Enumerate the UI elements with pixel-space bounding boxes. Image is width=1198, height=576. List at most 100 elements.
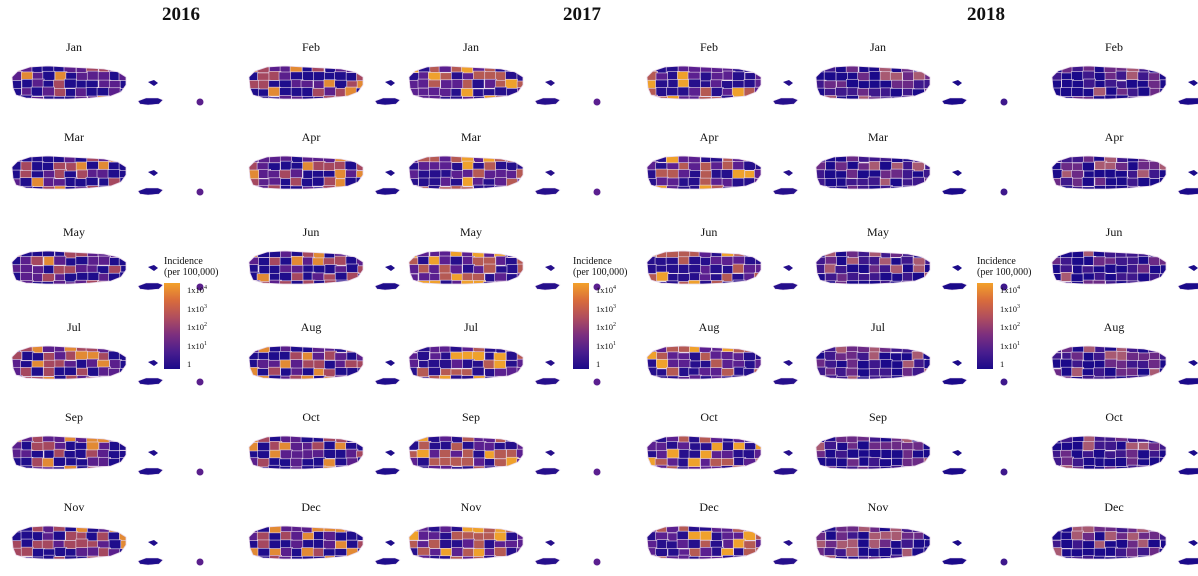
island-outline: [408, 65, 524, 100]
municipality-region: [356, 251, 363, 259]
choropleth-map: [815, 345, 1008, 386]
municipality-region: [12, 256, 22, 266]
municipality-region: [505, 456, 519, 467]
municipality-region: [301, 555, 315, 559]
municipality-region: [482, 359, 496, 370]
municipality-region: [879, 160, 893, 171]
municipality-region: [720, 94, 734, 99]
municipality-region: [1093, 95, 1106, 99]
vieques-island: [772, 97, 799, 106]
municipality-region: [1081, 526, 1095, 534]
municipality-region: [1149, 265, 1163, 275]
municipality-region: [97, 251, 111, 258]
municipality-region: [913, 538, 926, 549]
municipality-region: [473, 457, 487, 468]
municipality-region: [1148, 346, 1162, 354]
municipality-region: [666, 87, 679, 97]
outlying-island: [1000, 98, 1008, 106]
island-outline: [408, 525, 524, 560]
culebra-island: [385, 450, 395, 456]
choropleth-map: [408, 155, 601, 196]
municipality-region: [429, 280, 443, 284]
municipality-region: [417, 94, 431, 99]
choropleth-map: [11, 345, 204, 386]
municipality-region: [911, 375, 925, 379]
municipality-region: [280, 185, 293, 189]
municipality-region: [43, 367, 56, 377]
municipality-region: [709, 350, 723, 361]
municipality-region: [356, 346, 363, 355]
municipality-region: [31, 96, 44, 99]
municipality-region: [439, 359, 452, 369]
municipality-region: [63, 366, 77, 377]
municipality-region: [753, 281, 761, 284]
municipality-region: [416, 367, 430, 378]
municipality-region: [516, 95, 523, 99]
municipality-region: [1149, 280, 1162, 284]
municipality-region: [1060, 358, 1073, 369]
municipality-region: [74, 279, 88, 284]
municipality-region: [409, 281, 419, 284]
island-outline: [248, 435, 364, 470]
municipality-region: [732, 71, 745, 82]
municipality-region: [846, 465, 860, 469]
municipality-region: [755, 351, 761, 362]
month-label-feb: Feb: [1105, 40, 1123, 54]
municipality-region: [1052, 185, 1062, 189]
year-title-2018: 2018: [967, 4, 1005, 25]
municipality-region: [96, 466, 110, 469]
municipality-region: [429, 555, 443, 559]
island-outline: [1051, 155, 1167, 190]
municipality-region: [119, 281, 126, 284]
municipality-region: [1092, 256, 1106, 267]
municipality-region: [76, 465, 90, 469]
municipality-region: [279, 95, 292, 99]
municipality-region: [506, 264, 520, 274]
legend-tick-label: 1x102: [1000, 322, 1020, 332]
island-outline: [11, 345, 127, 380]
culebra-island: [1188, 80, 1198, 86]
municipality-region: [268, 351, 281, 362]
month-label-may: May: [460, 225, 482, 239]
municipality-region: [119, 548, 126, 559]
municipality-region: [450, 156, 464, 163]
municipality-region: [409, 66, 419, 73]
municipality-region: [1060, 465, 1073, 469]
municipality-region: [462, 556, 475, 559]
municipality-region: [428, 539, 441, 549]
vieques-island: [1177, 377, 1198, 386]
outlying-island: [196, 468, 204, 476]
municipality-region: [891, 79, 904, 90]
municipality-region: [450, 95, 463, 99]
municipality-region: [495, 161, 508, 171]
island-outline: [815, 525, 931, 560]
municipality-region: [922, 156, 930, 164]
municipality-region: [53, 280, 66, 284]
municipality-region: [1158, 251, 1166, 259]
municipality-region: [64, 465, 77, 469]
choropleth-map: [815, 155, 1008, 196]
municipality-region: [249, 156, 259, 164]
culebra-island: [545, 360, 555, 366]
municipality-region: [1104, 440, 1118, 451]
municipality-region: [824, 351, 838, 361]
choropleth-map: [1051, 250, 1198, 291]
culebra-island: [545, 80, 555, 86]
culebra-island: [148, 540, 158, 546]
municipality-region: [836, 457, 849, 468]
municipality-region: [301, 96, 315, 99]
municipality-region: [678, 95, 692, 99]
municipality-region: [1060, 375, 1074, 379]
municipality-region: [42, 376, 56, 379]
municipality-region: [857, 360, 870, 370]
island-outline: [646, 345, 762, 380]
municipality-region: [688, 87, 702, 97]
municipality-region: [890, 346, 904, 353]
municipality-region: [279, 169, 292, 180]
municipality-region: [96, 87, 110, 97]
municipality-region: [438, 186, 452, 189]
choropleth-map: [1051, 155, 1198, 196]
municipality-region: [857, 185, 870, 189]
municipality-region: [302, 359, 316, 370]
month-label-oct: Oct: [700, 410, 718, 424]
